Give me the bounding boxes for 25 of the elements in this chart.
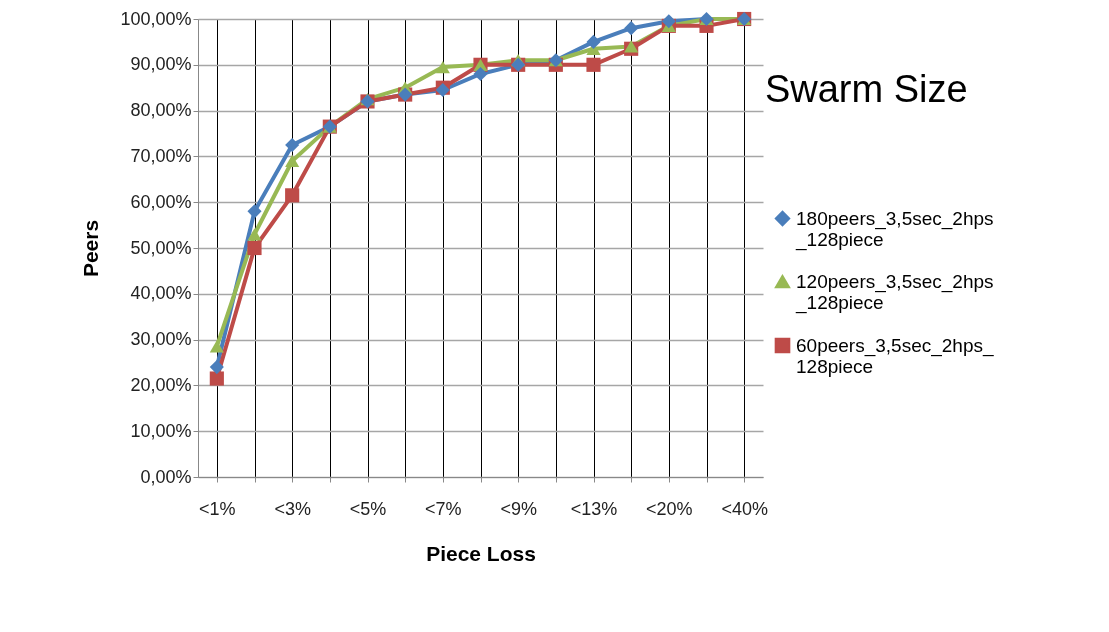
x-tick-label: <5% bbox=[349, 498, 387, 519]
legend-label: 120peers_3,5sec_2hps_128piece bbox=[795, 270, 994, 314]
x-tick-label: <3% bbox=[274, 498, 311, 519]
y-tick-label: 20,00% bbox=[130, 374, 192, 395]
y-tick-label: 80,00% bbox=[130, 100, 192, 121]
x-tick-label: <1% bbox=[199, 498, 236, 519]
y-tick-label: 70,00% bbox=[130, 145, 192, 166]
x-tick-label: <7% bbox=[425, 498, 462, 519]
text: Swarm Size bbox=[764, 68, 968, 110]
y-tick-label: 0,00% bbox=[140, 466, 192, 487]
y-tick-label: 60,00% bbox=[130, 191, 192, 212]
legend-label: 60peers_3,5sec_2hps_128piece bbox=[796, 334, 994, 377]
x-tick-label: <20% bbox=[646, 498, 693, 519]
y-tick-label: 90,00% bbox=[130, 54, 192, 75]
x-tick-label: <9% bbox=[500, 498, 537, 519]
y-tick-label: 40,00% bbox=[130, 283, 192, 304]
y-tick-label: 100,00% bbox=[120, 8, 192, 29]
y-axis-title: Peers bbox=[79, 219, 103, 278]
y-tick-label: 10,00% bbox=[130, 420, 192, 441]
y-tick-label: 50,00% bbox=[130, 237, 192, 258]
legend-label: 180peers_3,5sec_2hps_128piece bbox=[795, 207, 994, 251]
x-tick-label: <13% bbox=[570, 498, 618, 519]
x-tick-label: <40% bbox=[721, 498, 768, 519]
x-axis-title: Piece Loss bbox=[426, 541, 536, 565]
y-tick-label: 30,00% bbox=[130, 329, 192, 350]
